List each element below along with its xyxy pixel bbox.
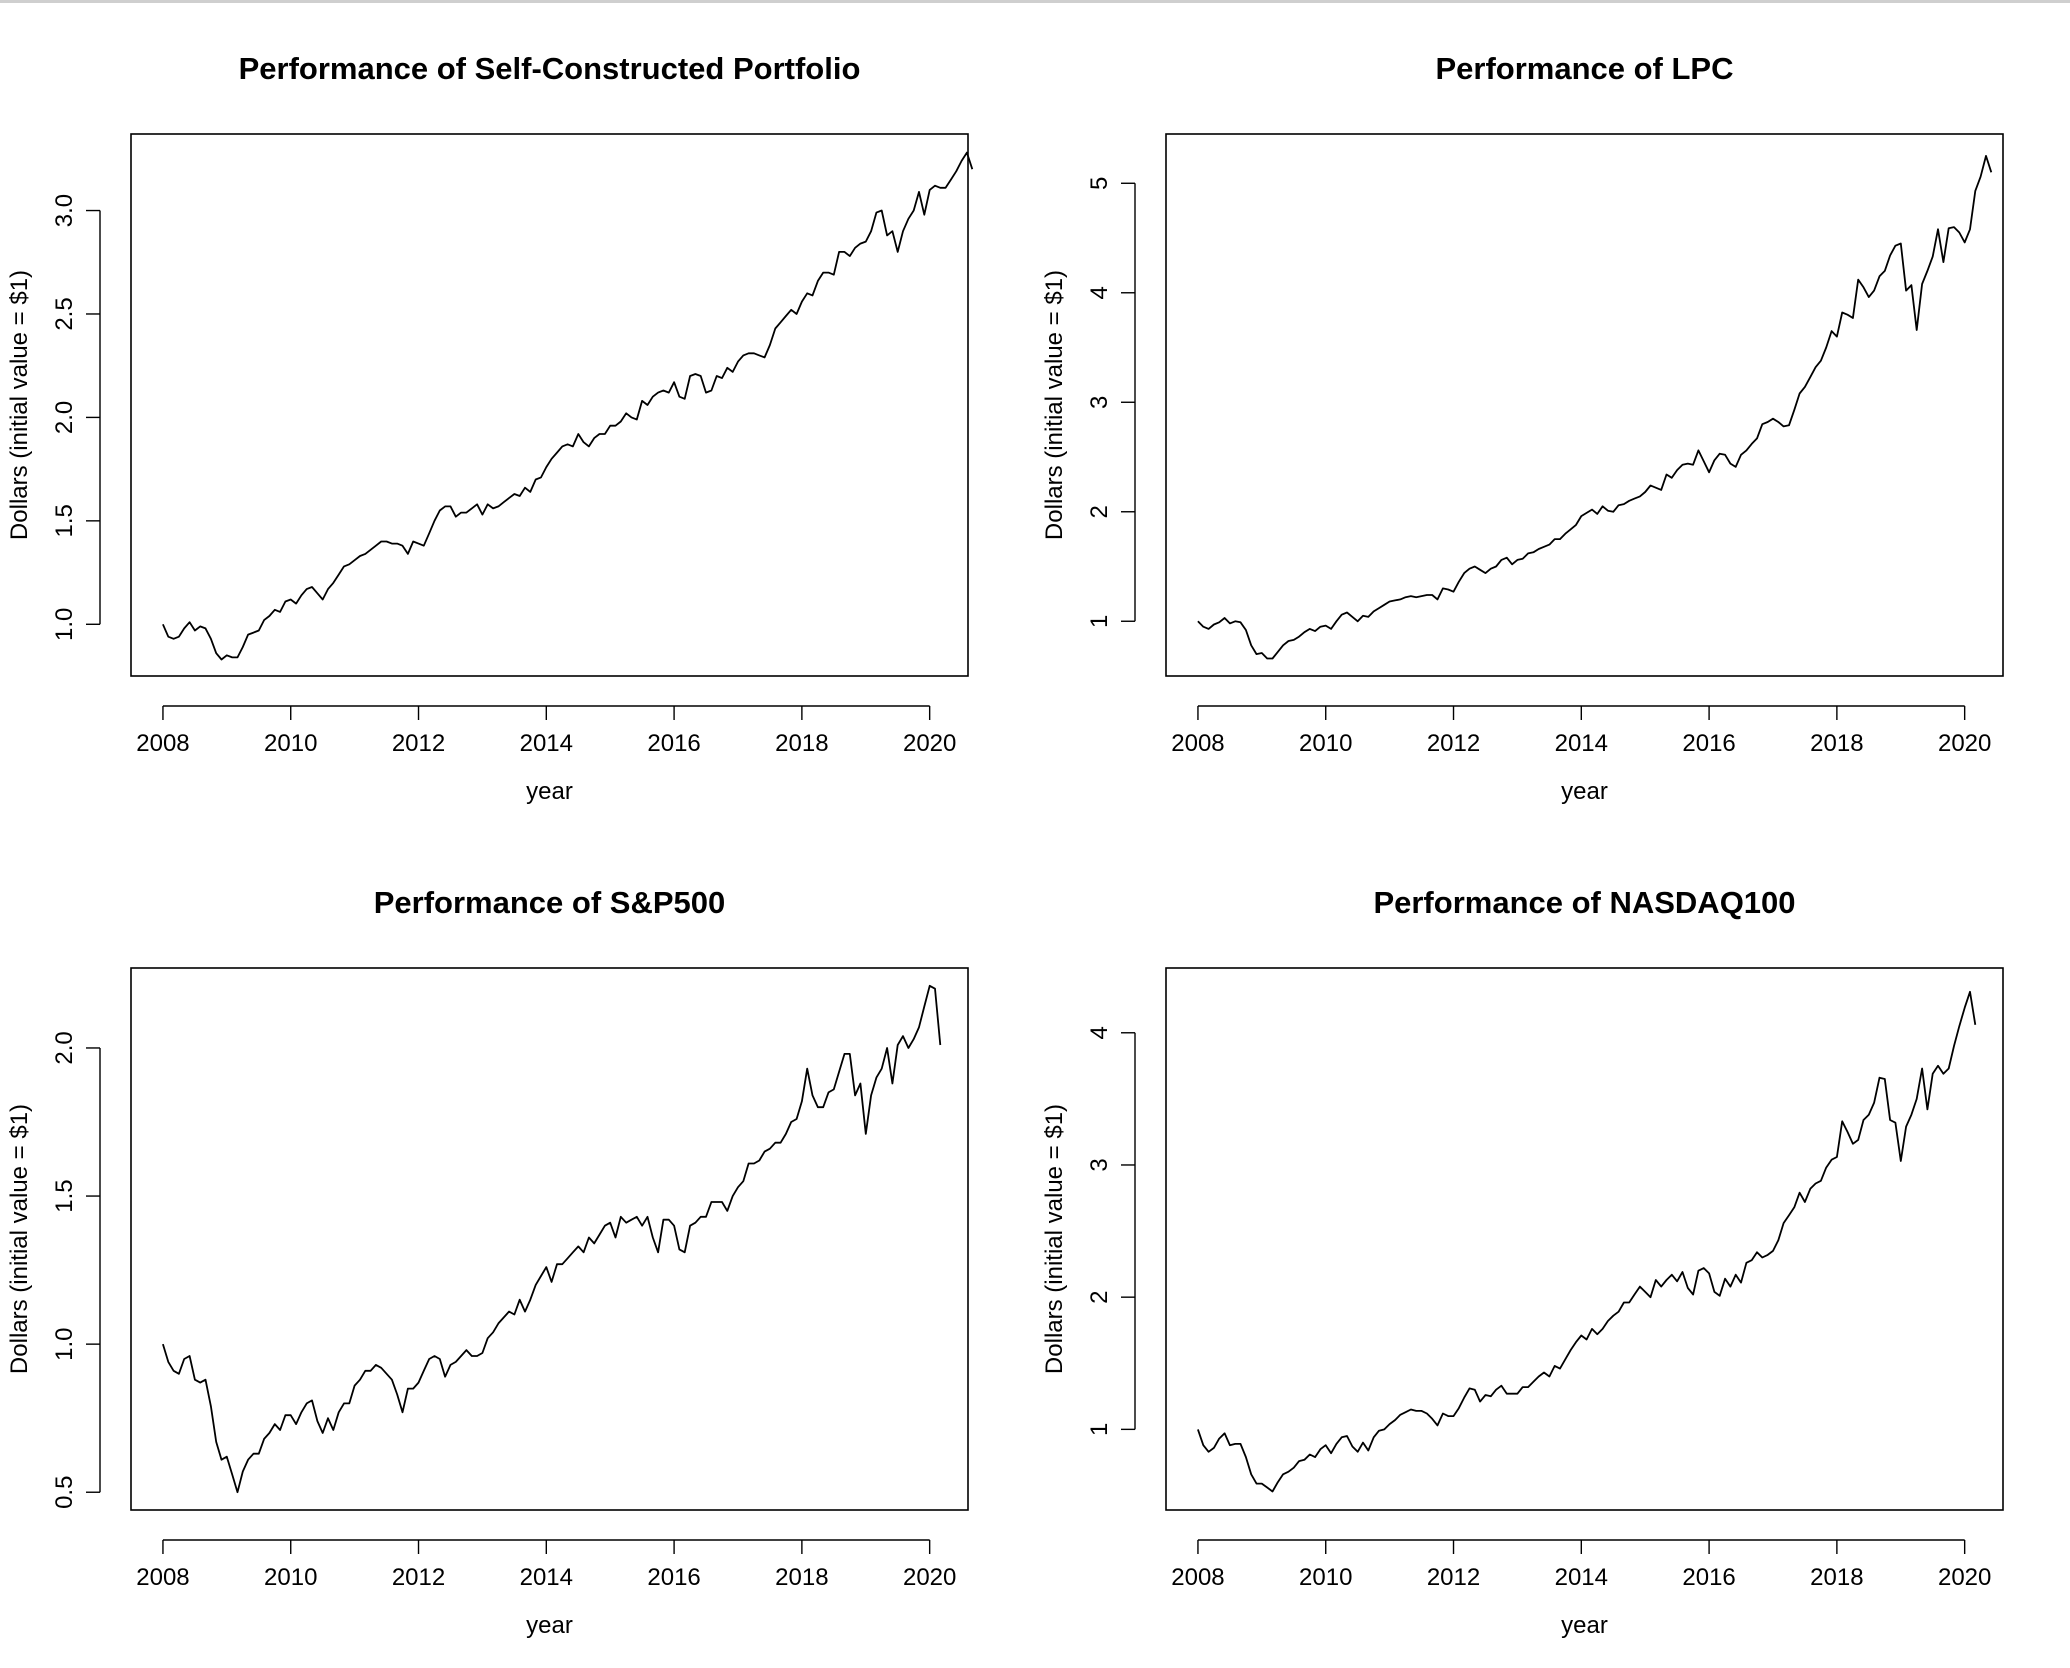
series-line-1 (162, 151, 974, 661)
y-axis-label: Dollars (initial value = $1) (6, 1104, 33, 1374)
x-tick-label: 2010 (1299, 730, 1352, 757)
y-tick-label: 2.5 (51, 297, 78, 330)
y-tick-label: 2.0 (51, 401, 78, 434)
y-tick-label: 0.5 (51, 1476, 78, 1509)
x-tick-label: 2020 (1938, 730, 1991, 757)
x-axis-label: year (1561, 778, 1608, 805)
x-tick-label: 2016 (1682, 1564, 1735, 1591)
series-line-1 (1197, 154, 1993, 660)
x-axis-label: year (526, 778, 573, 805)
x-tick-label: 2014 (520, 730, 573, 757)
y-axis-label: Dollars (initial value = $1) (1041, 270, 1068, 540)
y-tick-label: 1 (1086, 1423, 1113, 1436)
x-tick-label: 2014 (1555, 1564, 1608, 1591)
x-tick-label: 2012 (392, 1564, 445, 1591)
chart-panel-1: Performance of Self-Constructed Portfoli… (6, 51, 974, 805)
x-tick-label: 2012 (392, 730, 445, 757)
series-line-1 (1197, 990, 1977, 1493)
y-axis-label: Dollars (initial value = $1) (1041, 1104, 1068, 1374)
x-tick-label: 2016 (1682, 730, 1735, 757)
y-tick-label: 1.5 (51, 1179, 78, 1212)
x-tick-label: 2020 (1938, 1564, 1991, 1591)
x-tick-label: 2008 (1171, 730, 1224, 757)
series-line-1 (162, 984, 942, 1494)
x-tick-label: 2020 (903, 1564, 956, 1591)
y-tick-label: 5 (1086, 177, 1113, 190)
y-tick-label: 2 (1086, 505, 1113, 518)
y-tick-label: 2 (1086, 1290, 1113, 1303)
x-tick-label: 2008 (1171, 1564, 1224, 1591)
chart-title: Performance of LPC (1435, 51, 1733, 86)
x-tick-label: 2020 (903, 730, 956, 757)
x-axis-label: year (1561, 1612, 1608, 1639)
y-tick-label: 1.0 (51, 1327, 78, 1360)
x-tick-label: 2018 (775, 730, 828, 757)
y-tick-label: 3 (1086, 1158, 1113, 1171)
chart-panel-3: Performance of S&P500 2008 2010 2012 2014 201… (6, 885, 969, 1639)
x-tick-label: 2010 (264, 730, 317, 757)
x-tick-label: 2010 (264, 1564, 317, 1591)
x-tick-label: 2018 (775, 1564, 828, 1591)
x-tick-label: 2018 (1810, 730, 1863, 757)
x-tick-label: 2012 (1427, 1564, 1480, 1591)
x-tick-label: 2014 (520, 1564, 573, 1591)
y-tick-label: 2.0 (51, 1031, 78, 1064)
chart-title: Performance of NASDAQ100 (1373, 885, 1795, 920)
x-tick-label: 2012 (1427, 730, 1480, 757)
y-tick-label: 4 (1086, 1026, 1113, 1039)
y-axis-label: Dollars (initial value = $1) (6, 270, 33, 540)
y-tick-label: 1.0 (51, 608, 78, 641)
plot-frame (1165, 967, 2004, 1511)
chart-title: Performance of Self-Constructed Portfoli… (239, 51, 861, 86)
x-tick-label: 2010 (1299, 1564, 1352, 1591)
x-axis-label: year (526, 1612, 573, 1639)
x-tick-label: 2016 (647, 730, 700, 757)
y-tick-label: 4 (1086, 286, 1113, 299)
x-tick-label: 2008 (136, 1564, 189, 1591)
x-tick-label: 2008 (136, 730, 189, 757)
y-tick-label: 3.0 (51, 194, 78, 227)
x-tick-label: 2014 (1555, 730, 1608, 757)
plot-frame (130, 967, 969, 1511)
chart-panel-4: Performance of NASDAQ100 2008 2010 2012 2014… (1041, 885, 2004, 1639)
x-tick-label: 2016 (647, 1564, 700, 1591)
chart-panel-2: Performance of LPC 2008 2010 2012 2014 2016 20… (1041, 51, 2004, 805)
plot-frame (1165, 133, 2004, 677)
window-top-border (0, 0, 2070, 3)
y-tick-label: 1.5 (51, 504, 78, 537)
plot-frame (130, 133, 969, 677)
chart-title: Performance of S&P500 (374, 885, 725, 920)
x-tick-label: 2018 (1810, 1564, 1863, 1591)
y-tick-label: 1 (1086, 615, 1113, 628)
y-tick-label: 3 (1086, 396, 1113, 409)
